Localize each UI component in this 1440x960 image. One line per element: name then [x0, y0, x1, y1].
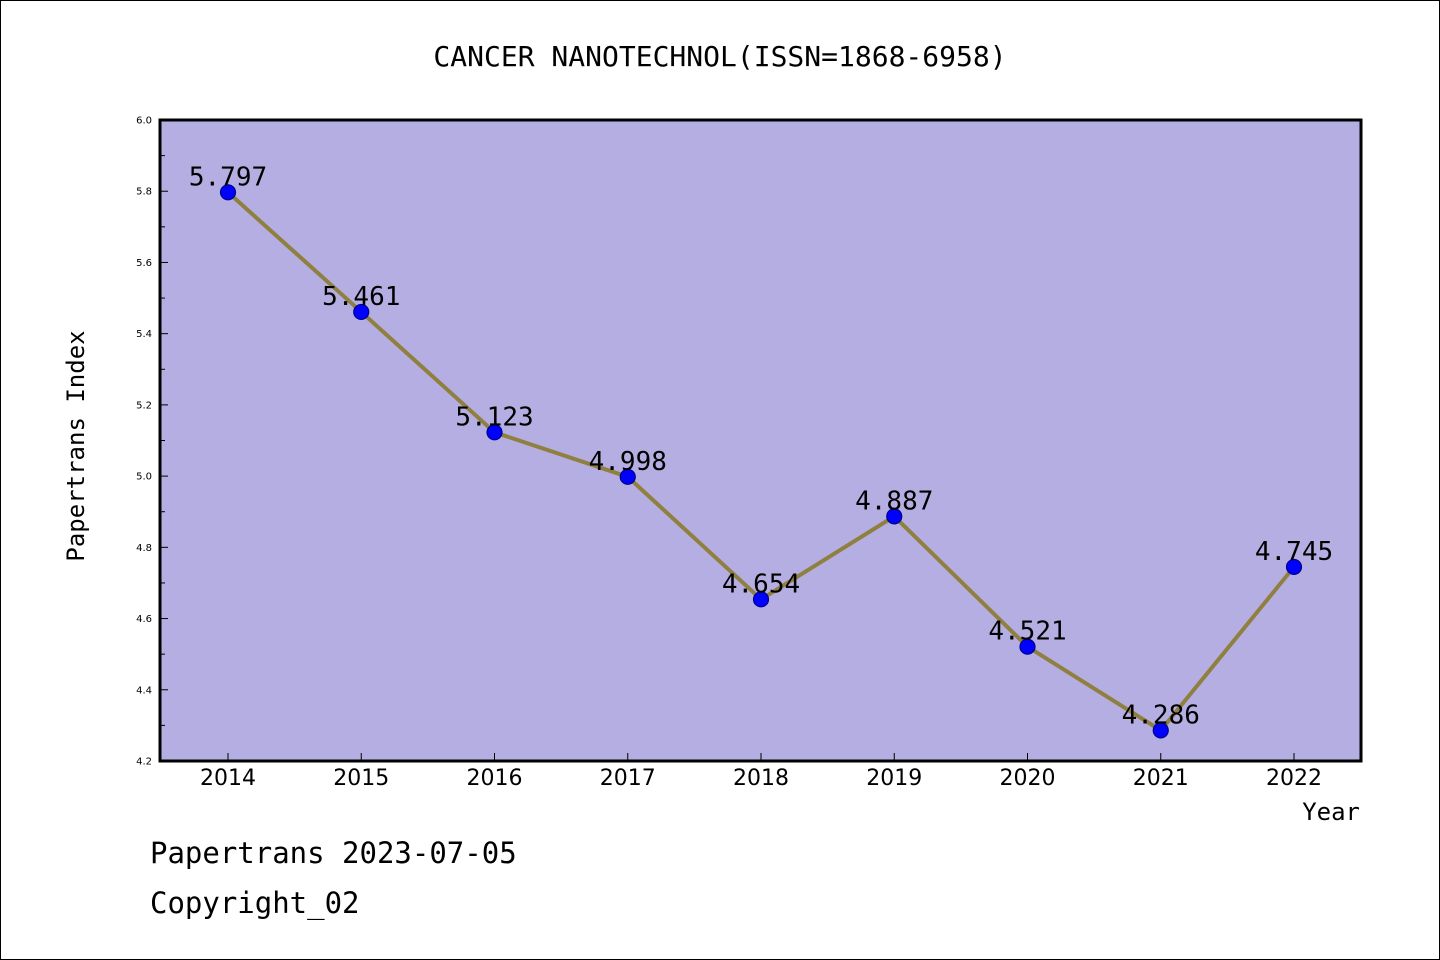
- y-tick-label: 5.4: [136, 329, 152, 340]
- plot-area: [160, 120, 1361, 761]
- plot-border: [158, 118, 1363, 763]
- data-point: [886, 508, 903, 525]
- chart-title: CANCER NANOTECHNOL(ISSN=1868-6958): [433, 40, 1006, 73]
- x-tick-label: 2019: [866, 766, 922, 791]
- y-tick-label: 6.0: [136, 116, 152, 127]
- x-axis: 2014 2015 2016 2017 2018 2019 2020 2021 2022: [200, 753, 1322, 791]
- x-tick-label: 2014: [200, 766, 256, 791]
- y-tick-label: 5.2: [136, 400, 152, 411]
- y-axis: 4.2 4.4 4.6 4.8 5.0 5.2 5.4 5.6 5.8 6.0: [136, 116, 168, 768]
- data-point: [486, 424, 503, 441]
- x-tick-label: 2020: [1000, 766, 1056, 791]
- data-point: [619, 468, 636, 485]
- y-tick-label: 4.6: [136, 614, 152, 625]
- data-label: 4.654: [722, 569, 800, 599]
- y-tick-label: 5.6: [136, 258, 152, 269]
- x-tick-label: 2022: [1266, 766, 1322, 791]
- data-label: 4.521: [988, 617, 1066, 647]
- data-series: [219, 184, 1303, 739]
- data-label: 4.286: [1122, 700, 1200, 730]
- data-label: 4.745: [1255, 537, 1333, 567]
- footer-date: Papertrans 2023-07-05: [150, 836, 517, 870]
- data-point: [1019, 638, 1036, 655]
- data-point: [1285, 558, 1303, 576]
- x-tick-label: 2015: [333, 766, 389, 791]
- data-label: 5.123: [455, 402, 533, 432]
- data-labels: 5.797 5.461 5.123 4.998 4.654 4.887 4.521 4.286…: [189, 162, 1333, 730]
- y-tick-label: 5.0: [136, 472, 152, 483]
- y-tick-label: 4.2: [136, 757, 152, 768]
- data-label: 4.887: [855, 486, 933, 516]
- data-point: [219, 184, 237, 201]
- y-tick-label: 4.8: [136, 543, 152, 554]
- footer-copyright: Copyright_02: [150, 886, 360, 920]
- y-tick-label: 5.8: [136, 187, 152, 198]
- data-point: [752, 591, 770, 608]
- x-tick-label: 2016: [467, 766, 523, 791]
- y-axis-title: Papertrans Index: [62, 330, 90, 561]
- data-point: [1152, 722, 1169, 739]
- data-label: 5.461: [322, 282, 400, 312]
- x-tick-label: 2021: [1133, 766, 1189, 791]
- x-tick-label: 2018: [733, 766, 789, 791]
- y-tick-label: 4.4: [136, 685, 152, 696]
- data-label: 5.797: [189, 162, 267, 192]
- data-point: [353, 303, 370, 321]
- x-axis-title: Year: [1302, 798, 1360, 826]
- x-tick-label: 2017: [600, 766, 656, 791]
- data-label: 4.998: [589, 447, 667, 477]
